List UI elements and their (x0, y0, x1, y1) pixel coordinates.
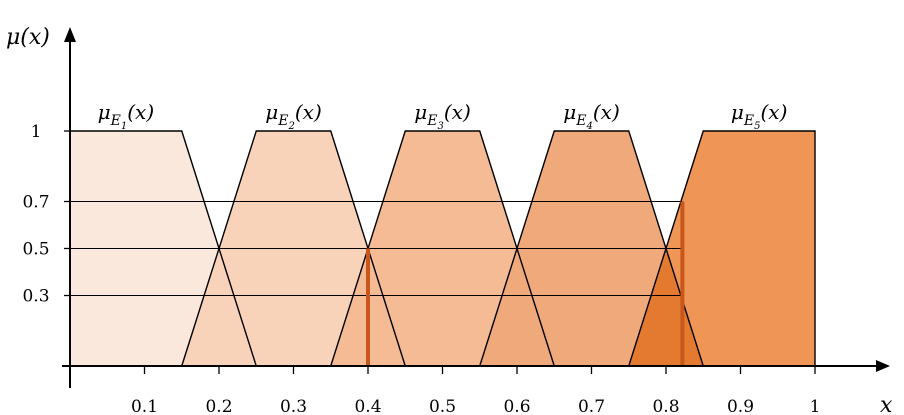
mf-label-1: μE1(x) (98, 100, 155, 132)
y-axis-arrow-icon (64, 27, 76, 42)
x-tick-label: 0.7 (578, 397, 605, 415)
x-axis-title: x (880, 393, 893, 415)
mf-outline-5 (628, 130, 816, 367)
y-tick-labels: 0.3 0.5 0.7 1 (22, 122, 49, 307)
mf-label-4: μE4(x) (563, 100, 620, 132)
y-tick-label: 1 (31, 122, 42, 142)
x-tick-label: 0.2 (205, 397, 232, 415)
overlap-fill-4-5 (628, 248, 704, 366)
x-tick-label: 1 (810, 397, 821, 415)
y-tick-label: 0.7 (22, 193, 49, 213)
tick-marks (64, 130, 816, 374)
x-tick-label: 0.9 (727, 397, 754, 415)
mf-label-5: μE5(x) (731, 100, 788, 132)
x-axis-arrow-icon (876, 360, 890, 372)
reference-lines (70, 201, 683, 296)
x-tick-label: 0.5 (429, 397, 456, 415)
x-tick-label: 0.8 (652, 397, 679, 415)
x-tick-label: 0.3 (280, 397, 307, 415)
y-axis-title: μ(x) (6, 25, 50, 50)
x-tick-label: 0.1 (131, 397, 158, 415)
mf-label-3: μE3(x) (414, 100, 471, 132)
y-tick-label: 0.3 (22, 287, 49, 307)
highlight-lines (366, 201, 685, 366)
membership-labels: μE1(x) μE2(x) μE3(x) μE4(x) μE5(x) (98, 100, 788, 132)
x-tick-label: 0.6 (503, 397, 530, 415)
x-tick-label: 0.4 (354, 397, 381, 415)
mf-outline-1 (70, 130, 257, 367)
mf-label-2: μE2(x) (265, 100, 322, 132)
x-tick-labels: 0.1 0.2 0.3 0.4 0.5 0.6 0.7 0.8 0.9 1 (131, 397, 820, 415)
y-tick-label: 0.5 (22, 240, 49, 260)
